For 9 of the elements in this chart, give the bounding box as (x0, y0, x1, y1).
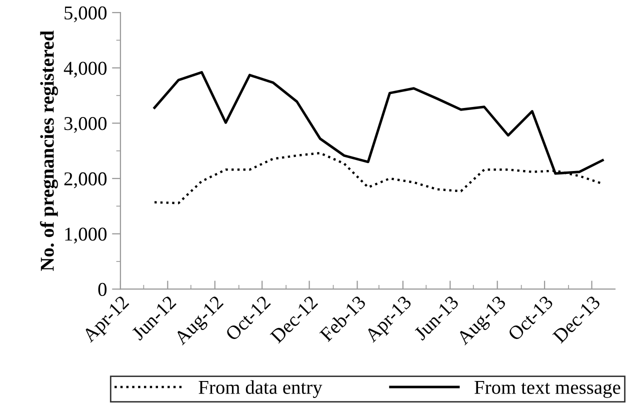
y-tick-label: 2,000 (64, 172, 107, 188)
y-tick-label: 3,000 (64, 117, 107, 133)
legend-label: From text message (474, 381, 620, 398)
y-tick-label: 4,000 (64, 62, 107, 78)
y-axis-title: No. of pregnancies registered (40, 30, 58, 271)
y-tick-label: 5,000 (64, 6, 107, 22)
y-tick-label: 1,000 (65, 228, 107, 244)
y-tick-label: 0 (98, 282, 107, 296)
legend-label: From data entry (198, 380, 322, 398)
